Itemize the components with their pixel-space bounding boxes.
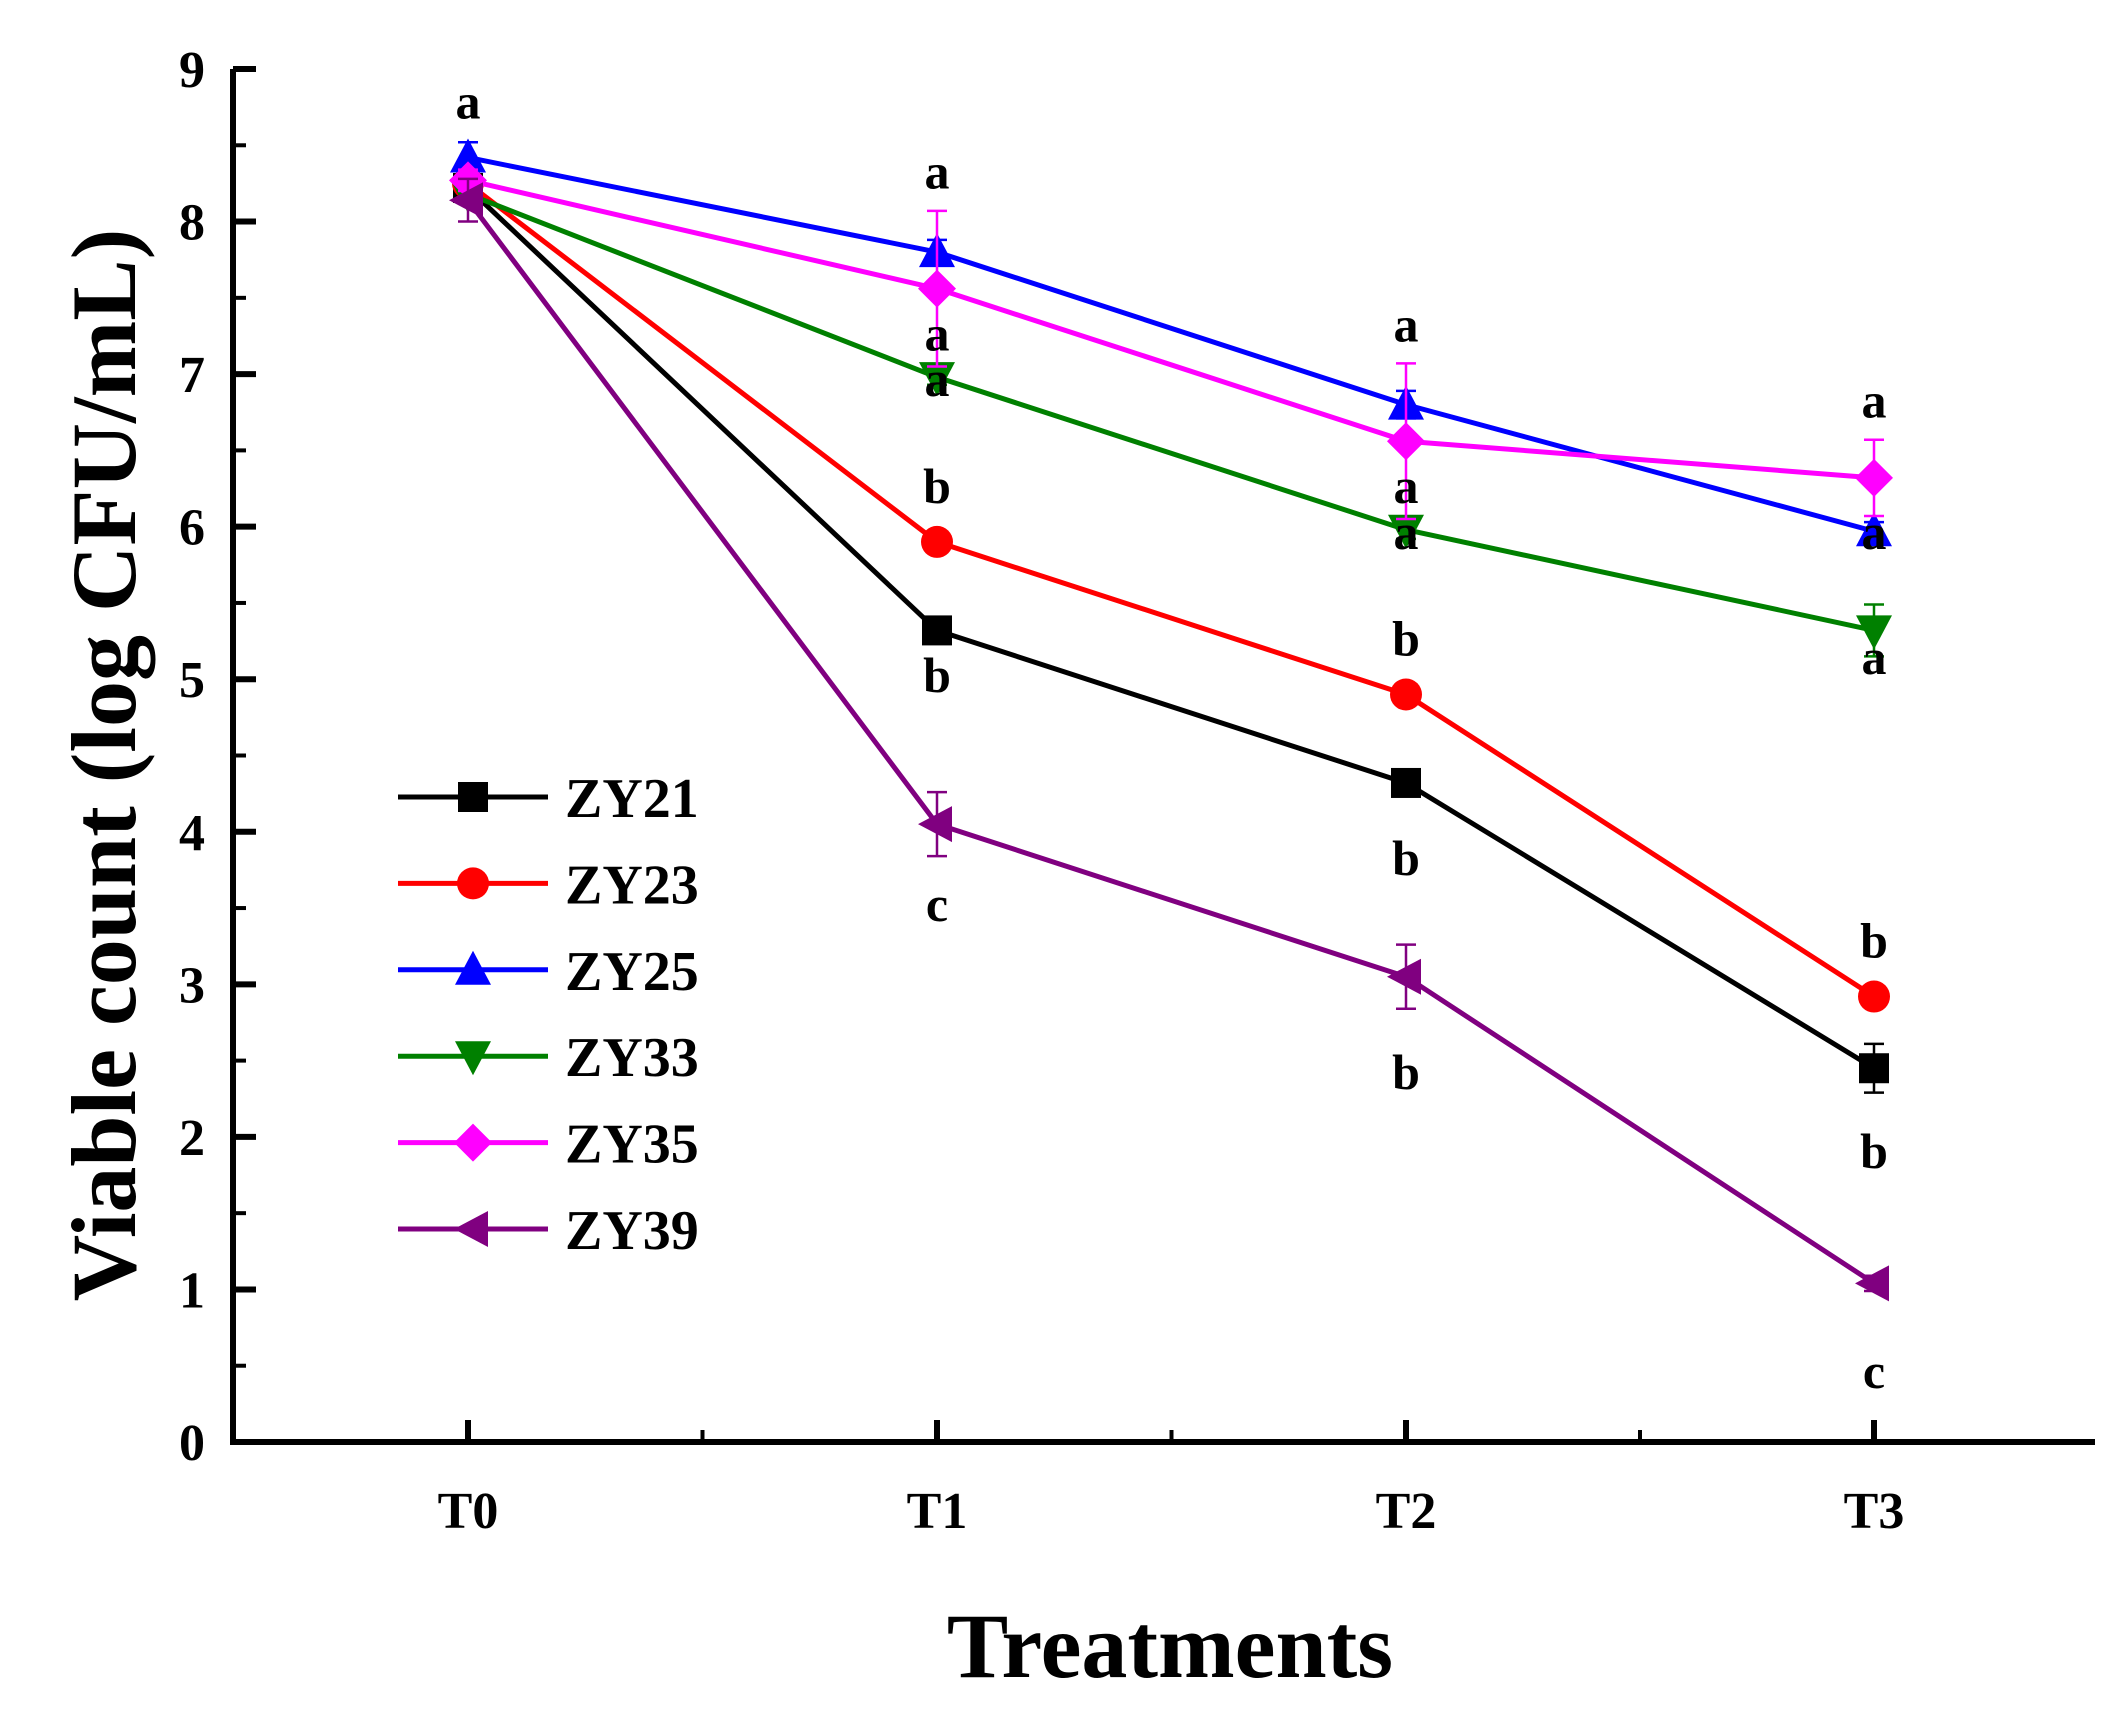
significance-letter: a [1862,629,1887,685]
series-line [467,177,1875,481]
y-tick-label: 5 [179,652,205,709]
data-point [1388,514,1424,549]
significance-letter: b [1392,611,1420,667]
data-point [1858,980,1890,1013]
significance-letter: a [1862,373,1887,429]
significance-letter: b [923,458,951,514]
data-point [449,182,483,219]
data-point [919,362,955,397]
y-tick-label: 8 [179,195,205,252]
significance-letter: a [1394,504,1419,560]
y-tick-label: 6 [179,500,205,557]
data-point [1387,958,1421,995]
data-point [1391,767,1421,798]
x-tick-label: T0 [438,1483,499,1540]
legend-item-zy21: ZY21 [398,768,699,830]
legend-label: ZY25 [565,941,699,1003]
series-line [466,198,1876,1286]
x-tick-label: T3 [1844,1483,1905,1540]
y-tick-label: 9 [179,42,205,99]
significance-letter: a [925,351,950,407]
data-point [1855,458,1893,497]
significance-letter: b [1392,830,1420,886]
data-point [450,138,486,173]
data-point [1390,678,1422,711]
data-point [1859,1053,1889,1084]
y-tick-label: 2 [179,1110,205,1167]
significance-letter: a [925,305,950,361]
series-line [467,191,1875,633]
significance-letter: c [1863,1343,1885,1399]
x-axis-title: Treatments [947,1595,1393,1697]
y-tick-label: 3 [179,957,205,1014]
significance-letter: a [456,74,481,130]
x-tick-label: T1 [907,1483,968,1540]
legend-marker [454,1123,492,1162]
legend-marker [454,1211,488,1247]
legend-item-zy35: ZY35 [398,1114,699,1176]
y-axis-title: Viable count (log CFU/mL) [53,229,155,1301]
y-tick-label: 1 [179,1262,205,1319]
legend: ZY21 ZY23 ZY25 ZY33 ZY35 ZY39 [398,768,699,1262]
significance-letter: b [1860,1123,1888,1179]
legend-marker [457,867,489,900]
data-point [922,615,952,646]
x-axis-ticks: T0 T1 T2 T3 [438,1420,1905,1540]
data-point [918,269,956,308]
series-zy25 [450,138,1892,547]
x-tick-label: T2 [1376,1483,1437,1540]
data-point [1387,422,1425,461]
legend-label: ZY35 [565,1114,699,1176]
legend-item-zy23: ZY23 [398,854,699,916]
legend-label: ZY39 [565,1200,699,1262]
legend-item-zy25: ZY25 [398,941,699,1003]
series-line [466,186,1876,1071]
significance-letter: b [923,647,951,703]
significance-letter: b [1392,1044,1420,1100]
y-tick-label: 7 [179,347,205,404]
legend-marker [458,782,488,812]
series-line [466,181,1876,999]
legend-label: ZY21 [565,768,699,830]
series-layer [449,138,1893,1302]
data-point [1855,1265,1889,1302]
data-point [918,806,952,843]
legend-item-zy39: ZY39 [398,1200,699,1262]
y-tick-label: 4 [179,805,205,862]
legend-label: ZY23 [565,854,699,916]
significance-letter: a [1394,458,1419,514]
y-tick-label: 0 [179,1415,205,1472]
data-point [1856,615,1892,650]
legend-marker [455,1041,491,1076]
significance-letter: c [926,876,948,932]
significance-letter: a [1862,504,1887,560]
legend-item-zy33: ZY33 [398,1027,699,1089]
series-zy39 [449,177,1889,1302]
legend-label: ZY33 [565,1027,699,1089]
data-point [1856,512,1892,547]
significance-letter: a [1394,296,1419,352]
series-zy33 [450,179,1892,658]
legend-marker [455,950,491,985]
significance-letter: a [925,144,950,200]
series-line [467,155,1875,534]
data-point [921,525,953,558]
significance-letter: b [1860,913,1888,969]
y-axis-ticks: 0 1 2 3 4 5 6 7 8 9 [179,42,256,1472]
